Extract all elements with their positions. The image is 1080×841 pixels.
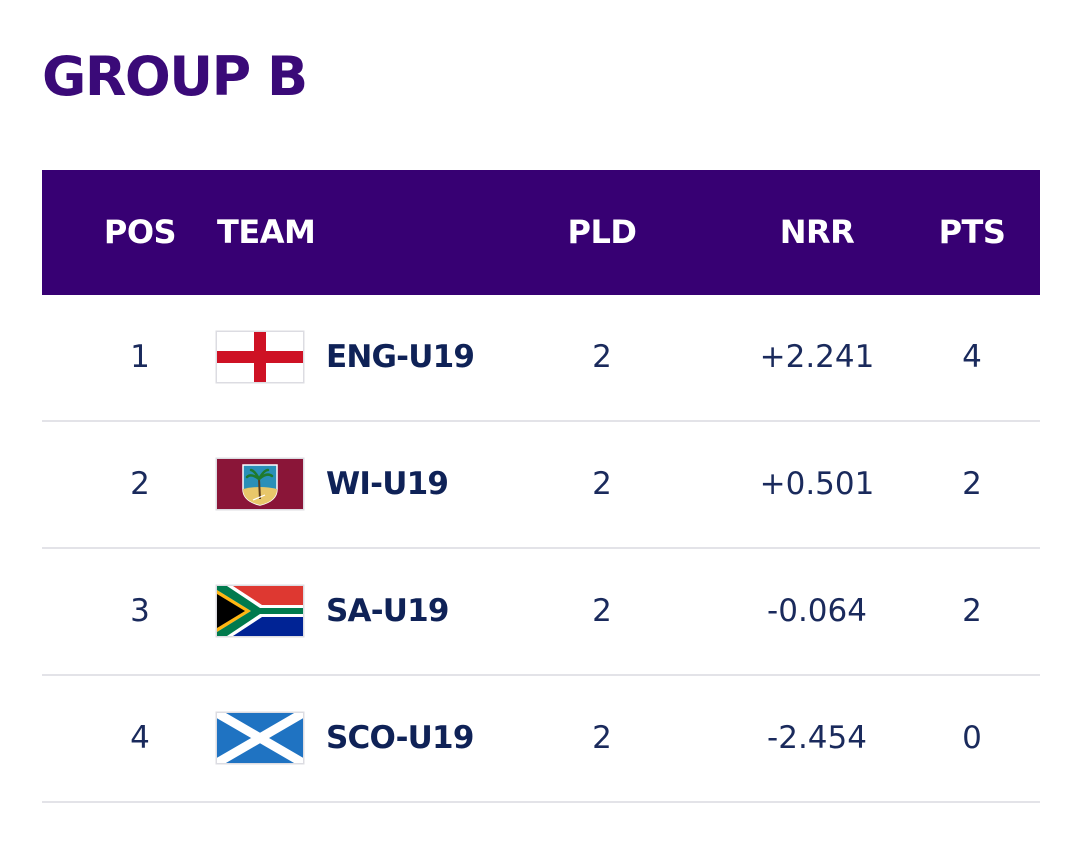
header-team[interactable]: TEAM: [217, 213, 316, 251]
row-pts: 2: [962, 466, 982, 502]
row-pld: 2: [592, 339, 612, 375]
team-name[interactable]: SA-U19: [326, 593, 450, 629]
header-pts[interactable]: PTS: [938, 213, 1006, 251]
header-pos[interactable]: POS: [103, 213, 177, 251]
row-pld: 2: [592, 720, 612, 756]
team-name[interactable]: SCO-U19: [326, 720, 474, 756]
table-header: POS TEAM PLD NRR PTS: [42, 170, 1040, 295]
group-title: GROUP B: [42, 45, 308, 108]
table-row[interactable]: 2 WI-U19 2 +0.501 2: [42, 422, 1040, 549]
table-row[interactable]: 4 SCO-U19 2 -2.454 0: [42, 676, 1040, 803]
row-pos: 4: [130, 720, 150, 756]
row-nrr: +2.241: [759, 339, 875, 375]
scotland-flag-icon: [217, 713, 303, 763]
team-name[interactable]: ENG-U19: [326, 339, 475, 375]
row-pld: 2: [592, 466, 612, 502]
row-pos: 1: [130, 339, 150, 375]
row-nrr: +0.501: [759, 466, 875, 502]
row-nrr: -0.064: [767, 593, 867, 629]
standings-table: POS TEAM PLD NRR PTS 1 ENG-U19 2 +2.241 …: [42, 170, 1040, 803]
header-nrr[interactable]: NRR: [779, 213, 855, 251]
table-row[interactable]: 1 ENG-U19 2 +2.241 4: [42, 295, 1040, 422]
table-row[interactable]: 3 SA-U19 2 -0.064 2: [42, 549, 1040, 676]
south-africa-flag-icon: [217, 586, 303, 636]
row-pos: 2: [130, 466, 150, 502]
england-flag-icon: [217, 332, 303, 382]
row-pts: 0: [962, 720, 982, 756]
row-pld: 2: [592, 593, 612, 629]
west-indies-flag-icon: [217, 459, 303, 509]
row-pts: 4: [962, 339, 982, 375]
row-nrr: -2.454: [767, 720, 867, 756]
row-pts: 2: [962, 593, 982, 629]
row-pos: 3: [130, 593, 150, 629]
header-pld[interactable]: PLD: [567, 213, 637, 251]
team-name[interactable]: WI-U19: [326, 466, 449, 502]
